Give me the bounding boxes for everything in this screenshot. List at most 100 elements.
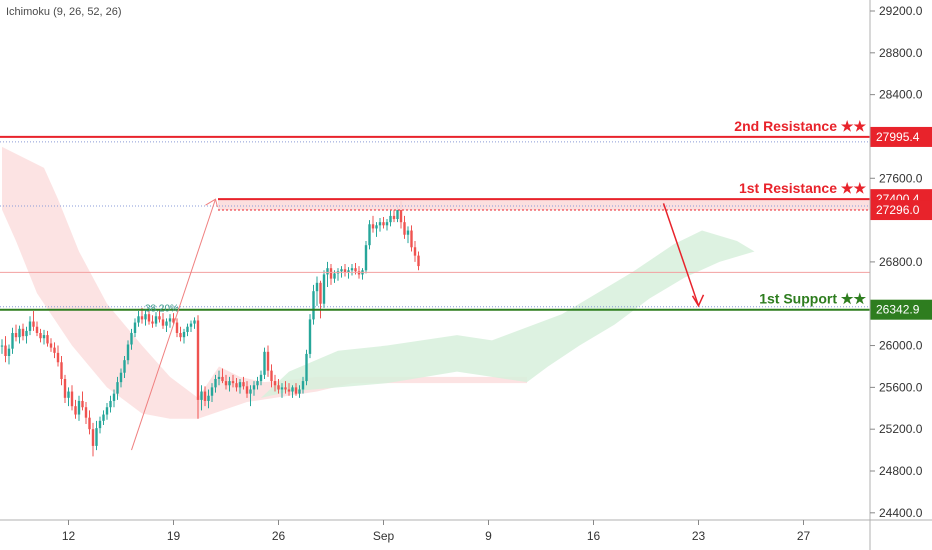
- resistance-zone: [218, 199, 870, 211]
- rise-arrowhead: [205, 198, 218, 208]
- candle-body: [305, 353, 308, 382]
- projection-line: [662, 203, 700, 307]
- time-axis: 12 19 26 Sep 9 16 23 27: [0, 519, 932, 543]
- candle-body: [273, 381, 277, 386]
- price-axis: 29200.0 28800.0 28400.0 27600.0 26800.0 26000…: [869, 0, 923, 550]
- candle-body: [322, 274, 326, 304]
- candle-body: [259, 374, 263, 382]
- rise-line: [131, 198, 216, 451]
- candle-body: [235, 383, 238, 388]
- price-tick-label: 25200.0: [879, 422, 923, 436]
- candle-body: [186, 326, 189, 332]
- candle-body: [193, 320, 196, 324]
- candle-body: [123, 360, 126, 373]
- price-tag: [870, 126, 932, 147]
- candle-body: [245, 386, 249, 394]
- time-tick-label: 26: [272, 529, 286, 543]
- candle-body: [105, 407, 109, 415]
- candle-body: [217, 376, 221, 379]
- candle-body: [256, 381, 259, 386]
- candle-body: [410, 230, 413, 248]
- candle-body: [88, 417, 91, 430]
- candle-body: [56, 352, 60, 363]
- candle-body: [91, 429, 95, 446]
- ichimoku-cloud: [2, 146, 755, 419]
- candle-body: [126, 344, 130, 361]
- price-tick-label: 24800.0: [879, 464, 923, 478]
- candle-body: [109, 400, 112, 408]
- level-label: 2nd Resistance ★★: [734, 118, 866, 134]
- candle-body: [354, 268, 357, 272]
- candle-body: [210, 387, 214, 396]
- candle-body: [0, 345, 4, 347]
- price-tick-label: 25600.0: [879, 380, 923, 394]
- price-tag: [870, 299, 932, 320]
- candle-body: [263, 351, 266, 375]
- level-label: 1st Resistance ★★: [739, 180, 866, 196]
- candle-body: [98, 420, 102, 429]
- time-tick-label: 16: [587, 529, 601, 543]
- candle-body: [301, 381, 305, 390]
- candle-body: [270, 370, 273, 382]
- candle-body: [308, 319, 312, 354]
- time-tick-label: 9: [485, 529, 492, 543]
- price-tag-label: 27296.0: [876, 203, 920, 217]
- candle-body: [357, 271, 361, 275]
- candle-body: [53, 347, 56, 353]
- candle-body: [284, 387, 287, 390]
- candle-body: [25, 330, 28, 337]
- candle-body: [161, 319, 165, 326]
- candles: [0, 201, 420, 457]
- price-tag-label: 27995.4: [876, 130, 920, 144]
- candle-body: [32, 321, 35, 327]
- fib-label: 38.20%: [145, 304, 179, 315]
- candle-body: [298, 389, 301, 394]
- candle-body: [77, 400, 81, 415]
- price-tick-label: 27600.0: [879, 171, 923, 185]
- time-tick-label: 23: [692, 529, 706, 543]
- candle-body: [214, 379, 217, 388]
- candle-body: [200, 391, 203, 400]
- candle-body: [4, 345, 7, 356]
- candle-body: [350, 268, 354, 271]
- candle-body: [182, 331, 186, 338]
- price-tick-label: 26800.0: [879, 255, 923, 269]
- candle-body: [67, 391, 70, 398]
- candle-body: [49, 343, 53, 348]
- candle-body: [266, 351, 270, 371]
- candle-body: [119, 372, 123, 383]
- candle-body: [158, 316, 161, 320]
- candle-body: [112, 393, 116, 401]
- candle-body: [81, 400, 84, 408]
- candle-body: [249, 389, 252, 394]
- candle-body: [151, 321, 154, 324]
- candle-body: [140, 316, 144, 320]
- candle-body: [11, 333, 14, 349]
- candle-body: [375, 225, 378, 229]
- candle-body: [371, 224, 375, 229]
- price-tag: [870, 200, 932, 221]
- candle-body: [137, 316, 140, 323]
- candle-body: [364, 245, 368, 271]
- candle-body: [42, 335, 46, 339]
- annotations: 38.20%: [131, 198, 705, 451]
- candle-body: [116, 382, 119, 394]
- time-tick-label: Sep: [373, 529, 395, 543]
- candle-body: [385, 222, 389, 226]
- candle-body: [221, 376, 224, 382]
- candle-body: [203, 391, 207, 401]
- candle-body: [179, 333, 182, 338]
- candle-body: [403, 222, 406, 235]
- candle-body: [39, 333, 42, 339]
- candle-body: [60, 362, 63, 379]
- candle-body: [326, 268, 329, 275]
- candle-body: [368, 224, 371, 246]
- price-tick-label: 24400.0: [879, 506, 923, 520]
- candle-body: [238, 382, 242, 388]
- candle-body: [21, 328, 25, 337]
- candle-body: [340, 269, 343, 272]
- candle-body: [7, 348, 11, 356]
- candle-body: [207, 395, 210, 401]
